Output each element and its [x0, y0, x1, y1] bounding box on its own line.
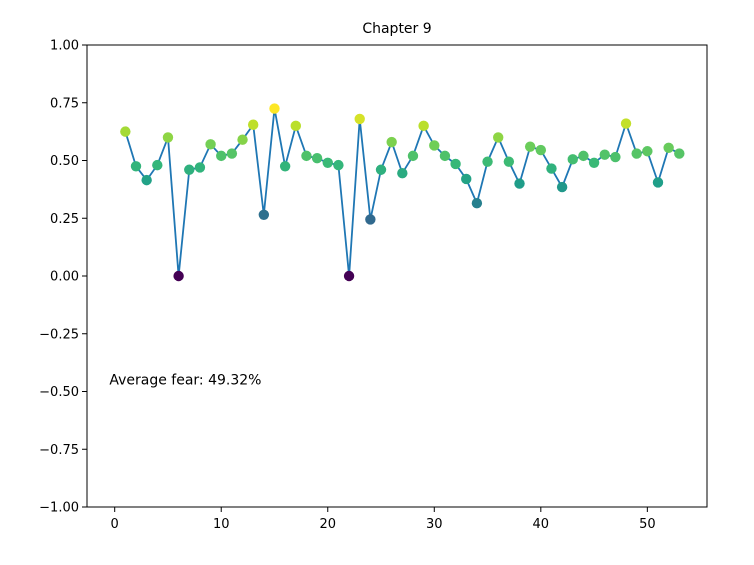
- x-tick-label: 40: [533, 517, 550, 532]
- data-point: [429, 140, 440, 151]
- data-point: [120, 126, 131, 137]
- y-tick-label: 0.25: [50, 212, 79, 227]
- data-point: [152, 159, 163, 171]
- data-point: [620, 118, 632, 129]
- y-tick-label: −1.00: [39, 501, 79, 516]
- y-tick-label: 0.00: [50, 270, 79, 285]
- data-point: [130, 161, 142, 172]
- data-point: [226, 148, 238, 159]
- data-point: [354, 113, 365, 125]
- data-point: [514, 178, 525, 189]
- data-point: [493, 132, 504, 143]
- data-point: [631, 148, 642, 159]
- data-point: [397, 168, 408, 179]
- data-point: [652, 177, 664, 188]
- data-point: [311, 152, 323, 164]
- data-point: [343, 270, 355, 282]
- data-point: [663, 142, 674, 153]
- x-tick-label: 20: [319, 517, 336, 532]
- data-point: [205, 139, 216, 150]
- data-point: [471, 198, 483, 209]
- data-point: [333, 159, 344, 171]
- x-tick-label: 50: [639, 517, 656, 532]
- x-tick-label: 0: [111, 517, 119, 532]
- data-point: [482, 156, 493, 167]
- y-tick-label: −0.75: [39, 443, 79, 458]
- y-tick-label: −0.25: [39, 327, 79, 342]
- data-point: [162, 132, 174, 143]
- axis-ticks: 0 10 20 30 40 50 −1.00 −0.75 −0.50 −0.25 0.00 0.25 0…: [39, 39, 655, 533]
- data-point: [610, 151, 621, 163]
- data-point: [439, 150, 451, 162]
- plot-area: [120, 103, 685, 282]
- data-point: [535, 144, 547, 156]
- data-point: [301, 150, 312, 162]
- data-point: [450, 158, 461, 170]
- y-tick-label: 0.75: [50, 96, 79, 111]
- series-line: [124, 108, 680, 277]
- data-point: [503, 156, 515, 167]
- y-tick-label: 1.00: [50, 39, 79, 54]
- data-point: [237, 134, 248, 145]
- data-point: [290, 120, 301, 132]
- data-point: [279, 161, 291, 172]
- data-point: [567, 154, 578, 165]
- data-point: [642, 146, 653, 157]
- data-point: [365, 214, 376, 225]
- data-point: [578, 150, 589, 162]
- x-tick-label: 30: [426, 517, 443, 532]
- data-point: [184, 164, 195, 175]
- data-point: [247, 119, 259, 130]
- data-point: [418, 120, 429, 132]
- data-point: [194, 162, 206, 173]
- data-point: [216, 150, 227, 162]
- data-point: [375, 164, 387, 175]
- data-point: [461, 173, 472, 185]
- data-point: [141, 174, 152, 186]
- data-point: [674, 148, 685, 159]
- data-point: [258, 209, 270, 220]
- data-point: [407, 150, 419, 162]
- axes-frame: [86, 44, 708, 508]
- data-point: [173, 270, 184, 282]
- chart-title: Chapter 9: [362, 21, 431, 37]
- data-point: [322, 157, 333, 169]
- data-point: [588, 157, 600, 169]
- data-point: [599, 149, 610, 160]
- y-tick-label: 0.50: [50, 154, 79, 169]
- data-point: [269, 103, 280, 114]
- data-point: [546, 163, 557, 174]
- data-point: [524, 141, 536, 152]
- data-point: [556, 181, 568, 193]
- data-point: [386, 136, 397, 148]
- average-fear-annotation: Average fear: 49.32%: [109, 373, 261, 389]
- x-tick-label: 10: [213, 517, 230, 532]
- y-tick-label: −0.50: [39, 385, 79, 400]
